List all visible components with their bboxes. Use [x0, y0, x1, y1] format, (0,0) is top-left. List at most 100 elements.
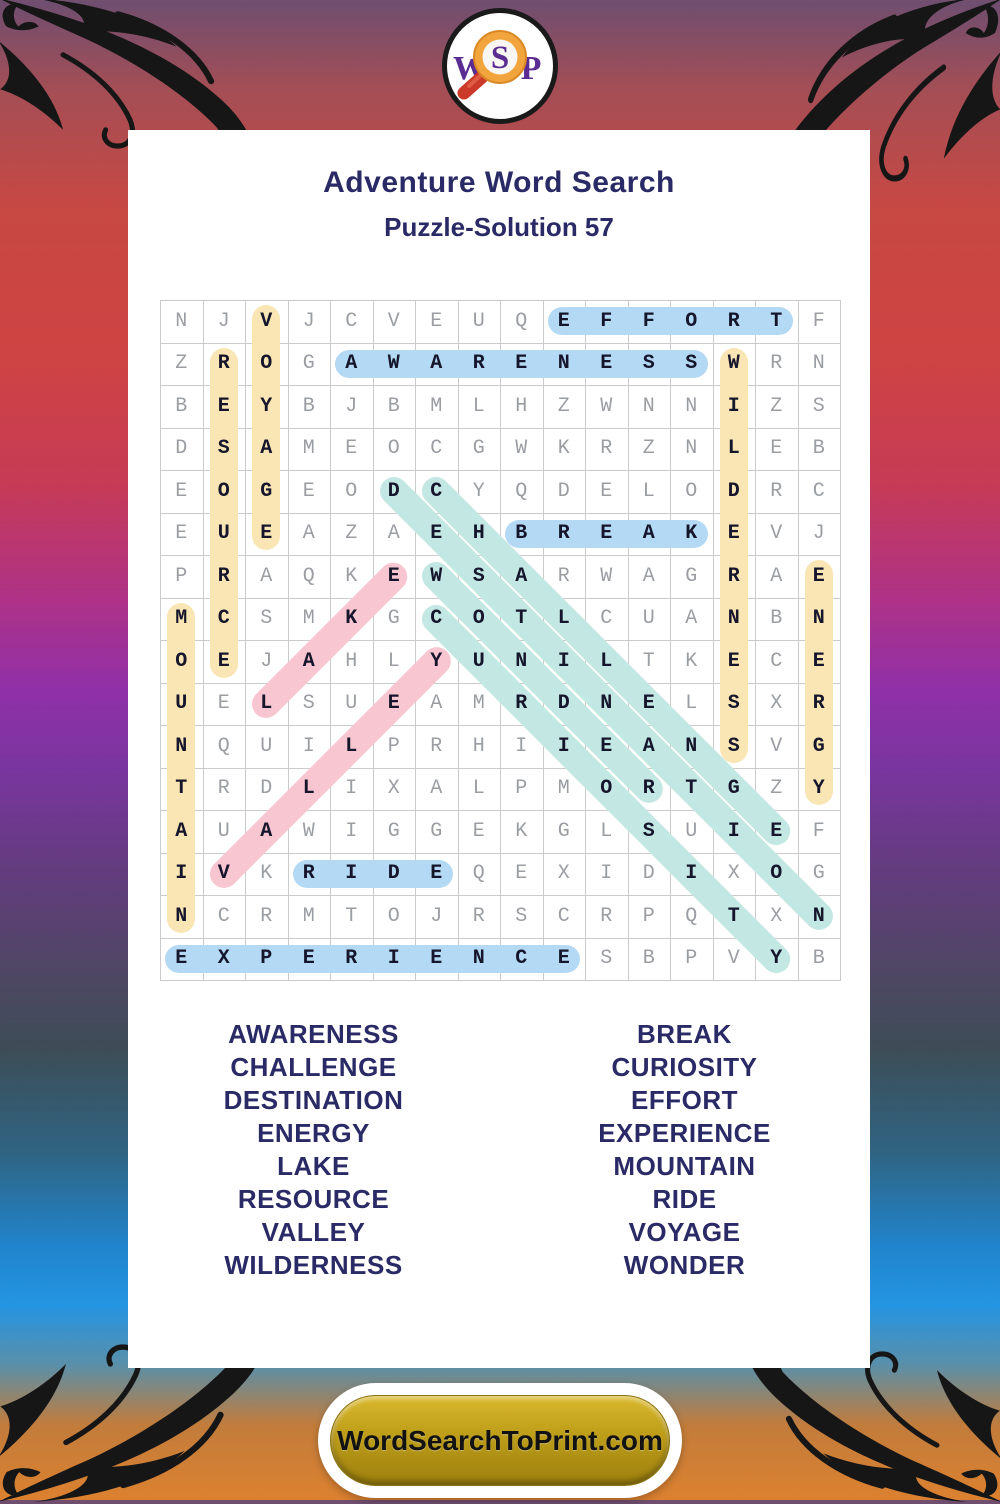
grid-cell	[586, 598, 629, 641]
grid-letter: I	[600, 862, 613, 886]
grid-cell	[671, 683, 714, 726]
magnifier-icon	[457, 30, 527, 100]
grid-cell	[756, 428, 799, 471]
grid-letter: W	[302, 819, 315, 843]
grid-cell	[501, 428, 544, 471]
grid-cell	[798, 768, 841, 811]
grid-letter: Y	[260, 394, 273, 418]
grid-cell	[288, 811, 331, 854]
grid-letter: J	[345, 394, 358, 418]
grid-letter: O	[472, 607, 485, 631]
grid-letter: S	[515, 904, 528, 928]
grid-letter: C	[557, 904, 570, 928]
word-list-item: LAKE	[277, 1151, 350, 1181]
grid-letter: Z	[557, 394, 570, 418]
grid-letter: S	[812, 394, 825, 418]
grid-cell	[756, 471, 799, 514]
grid-cell	[288, 556, 331, 599]
grid-letter: I	[557, 649, 570, 673]
grid-letter: J	[812, 522, 825, 546]
grid-letter: E	[430, 522, 443, 546]
grid-letter: D	[557, 479, 570, 503]
grid-cell	[798, 386, 841, 429]
grid-letter: C	[345, 309, 358, 333]
grid-cell	[161, 301, 204, 344]
grid-cell	[586, 386, 629, 429]
grid-letter: A	[642, 564, 655, 588]
grid-letter: A	[642, 522, 655, 546]
grid-cell	[586, 853, 629, 896]
grid-letter: Z	[345, 522, 358, 546]
grid-letter: L	[600, 649, 613, 673]
grid-letter: O	[175, 649, 188, 673]
grid-cell	[203, 683, 246, 726]
grid-letter: N	[812, 607, 825, 631]
grid-letter: O	[217, 479, 230, 503]
grid-cell	[161, 556, 204, 599]
grid-cell	[628, 641, 671, 684]
grid-cell	[288, 683, 331, 726]
grid-letter: Q	[515, 479, 528, 503]
grid-letter: E	[217, 649, 230, 673]
grid-letter: K	[345, 564, 358, 588]
grid-cell	[798, 896, 841, 939]
grid-letter: P	[685, 947, 698, 971]
grid-cell	[798, 428, 841, 471]
grid-letter: X	[770, 692, 783, 716]
grid-cell	[246, 556, 289, 599]
grid-letter: G	[557, 819, 570, 843]
grid-letter: A	[260, 437, 273, 461]
grid-letter: V	[770, 522, 783, 546]
solution-highlight-break	[505, 519, 708, 548]
solution-highlight-experience	[165, 944, 580, 973]
grid-cell	[203, 896, 246, 939]
grid-letter: T	[175, 777, 188, 801]
grid-letter: R	[260, 904, 273, 928]
grid-letter: L	[642, 479, 655, 503]
grid-letter: R	[345, 947, 358, 971]
grid-letter: V	[387, 309, 400, 333]
grid-letter: C	[430, 437, 443, 461]
grid-cell	[756, 556, 799, 599]
grid-letter: N	[175, 734, 188, 758]
grid-letter: N	[600, 692, 613, 716]
grid-letter: G	[685, 564, 698, 588]
grid-letter: L	[472, 394, 485, 418]
grid-letter: H	[472, 522, 485, 546]
grid-letter: Y	[472, 479, 485, 503]
grid-cell	[543, 811, 586, 854]
grid-cell	[586, 811, 629, 854]
grid-cell	[543, 853, 586, 896]
grid-cell	[798, 938, 841, 981]
grid-cell	[373, 556, 416, 599]
grid-cell	[586, 938, 629, 981]
solution-highlight-resource	[209, 347, 238, 678]
grid-letter: R	[557, 522, 570, 546]
grid-cell	[671, 428, 714, 471]
grid-letter: B	[770, 607, 783, 631]
grid-letter: E	[217, 692, 230, 716]
grid-cell	[543, 896, 586, 939]
grid-cell	[416, 428, 459, 471]
grid-letter: I	[175, 862, 188, 886]
grid-cell	[458, 301, 501, 344]
grid-letter: N	[685, 734, 698, 758]
grid-letter: N	[812, 904, 825, 928]
grid-letter: E	[600, 352, 613, 376]
grid-letter: A	[260, 564, 273, 588]
logo-letter-s: S	[491, 40, 509, 76]
grid-letter: E	[260, 522, 273, 546]
grid-cell	[288, 896, 331, 939]
grid-letter: Z	[642, 437, 655, 461]
grid-letter: S	[727, 692, 740, 716]
grid-letter: G	[812, 734, 825, 758]
grid-letter: O	[260, 352, 273, 376]
grid-letter: K	[557, 437, 570, 461]
grid-cell	[798, 471, 841, 514]
grid-cell	[161, 513, 204, 556]
grid-letter: I	[727, 394, 740, 418]
grid-letter: R	[812, 692, 825, 716]
grid-letter: N	[472, 947, 485, 971]
grid-letter: A	[302, 522, 315, 546]
grid-letter: S	[217, 437, 230, 461]
